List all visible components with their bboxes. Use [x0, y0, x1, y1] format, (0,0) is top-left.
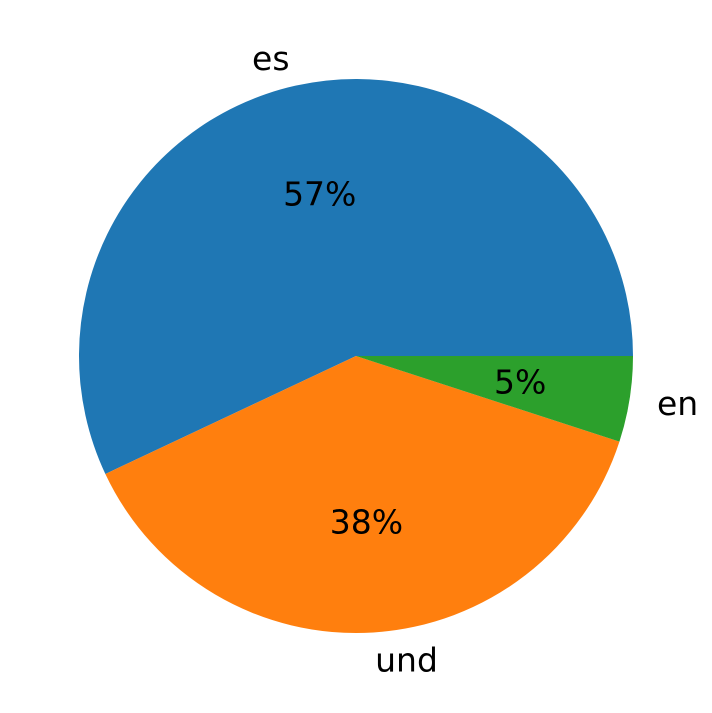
pie-percent-labels: 57% 38% 5%	[283, 174, 546, 541]
pie-category-label-und: und	[375, 641, 438, 680]
pie-percent-label-es: 57%	[283, 174, 356, 213]
pie-category-label-es: es	[252, 39, 290, 78]
pie-percent-label-en: 5%	[494, 362, 546, 401]
pie-slice-es	[78, 78, 634, 474]
pie-category-labels: es und en	[252, 39, 698, 679]
pie-slice-und	[105, 356, 620, 633]
pie-category-label-en: en	[657, 384, 698, 423]
pie-percent-label-und: 38%	[330, 502, 403, 541]
pie-slices	[78, 78, 634, 633]
pie-slice-en	[356, 356, 633, 442]
